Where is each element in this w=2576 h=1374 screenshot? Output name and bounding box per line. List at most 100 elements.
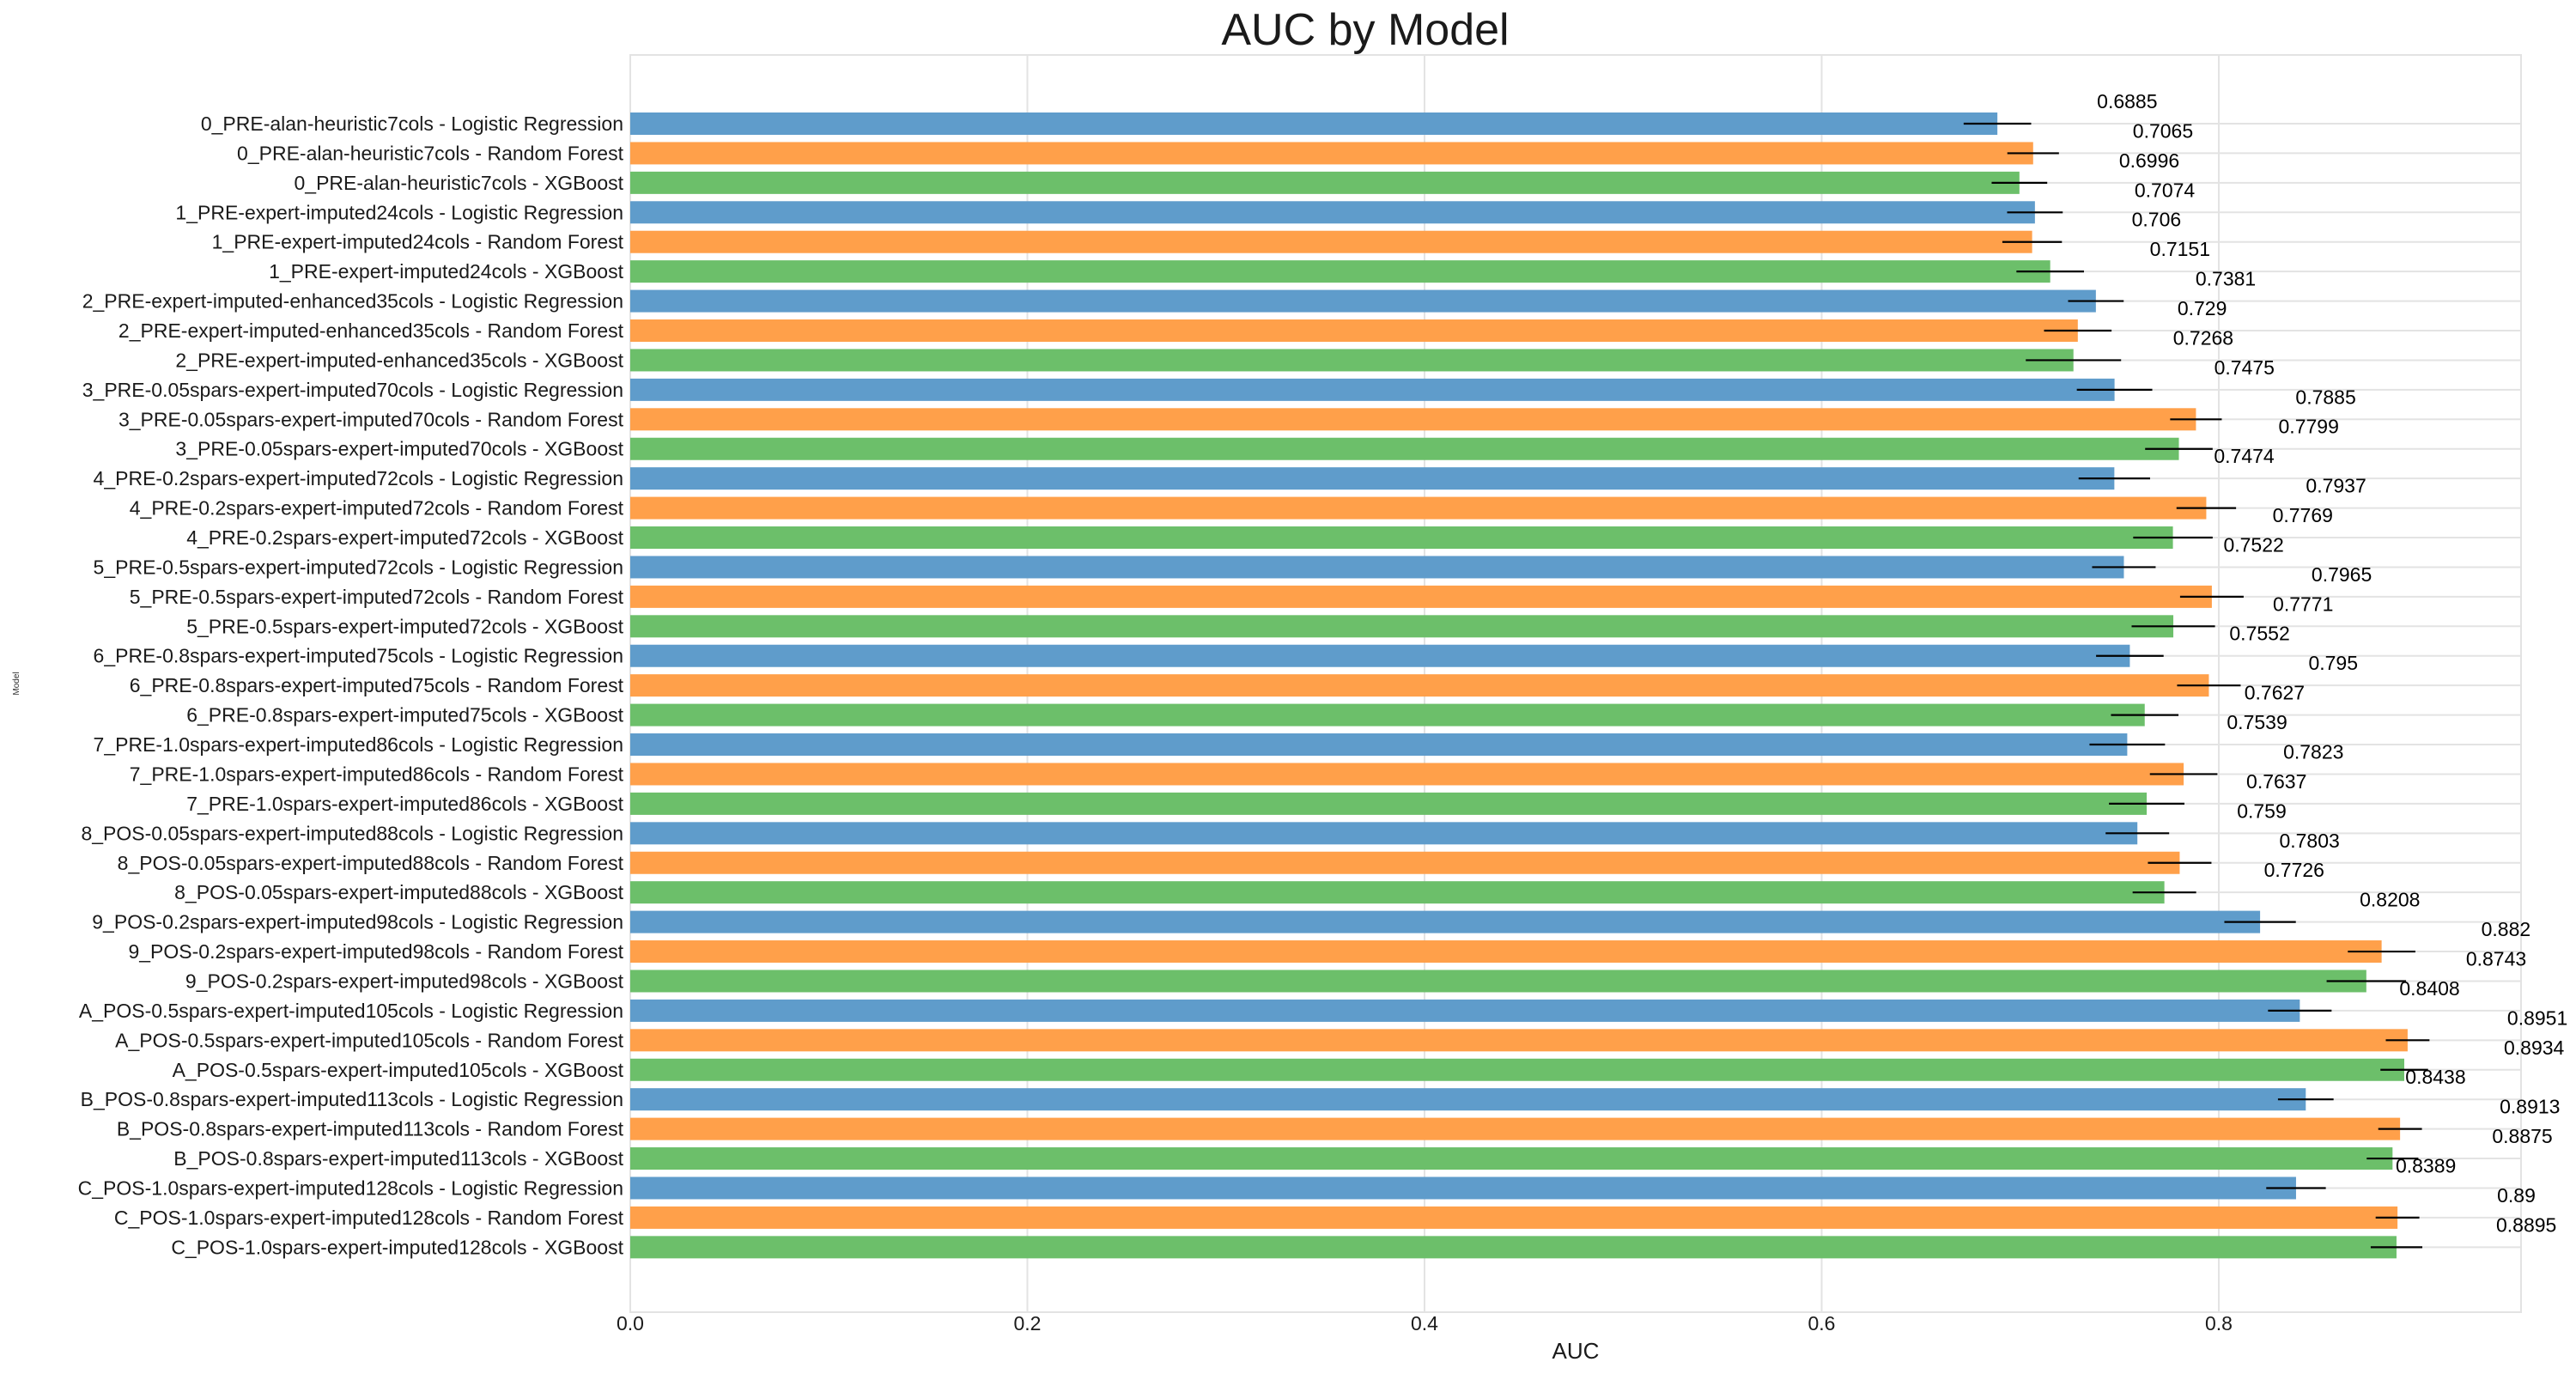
data-label: 0.759 (2237, 799, 2287, 822)
category-label: 8_POS-0.05spars-expert-imputed88cols - L… (81, 822, 623, 844)
data-label: 0.8951 (2507, 1006, 2567, 1029)
data-label: 0.7771 (2273, 593, 2333, 615)
data-label: 0.8913 (2500, 1096, 2560, 1118)
data-label: 0.7803 (2279, 830, 2339, 852)
category-label: 4_PRE-0.2spars-expert-imputed72cols - Ra… (130, 497, 624, 520)
data-label: 0.882 (2482, 918, 2531, 940)
category-label: A_POS-0.5spars-expert-imputed105cols - L… (79, 1000, 623, 1022)
category-label: 5_PRE-0.5spars-expert-imputed72cols - XG… (186, 615, 623, 637)
bar (630, 851, 2180, 874)
category-label: 6_PRE-0.8spars-expert-imputed75cols - XG… (186, 704, 623, 727)
data-label: 0.729 (2178, 297, 2227, 319)
category-label: 5_PRE-0.5spars-expert-imputed72cols - Lo… (94, 556, 623, 578)
category-label: 8_POS-0.05spars-expert-imputed88cols - X… (174, 881, 623, 903)
bar (630, 496, 2207, 520)
bar (630, 230, 2032, 253)
bar (630, 467, 2115, 490)
category-label: 9_POS-0.2spars-expert-imputed98cols - Lo… (92, 911, 623, 933)
category-label: C_POS-1.0spars-expert-imputed128cols - R… (114, 1207, 624, 1229)
data-label: 0.89 (2497, 1184, 2536, 1207)
category-label: 5_PRE-0.5spars-expert-imputed72cols - Ra… (130, 586, 624, 608)
bar (630, 999, 2300, 1022)
category-label: C_POS-1.0spars-expert-imputed128cols - L… (78, 1176, 623, 1199)
bar (630, 526, 2173, 550)
data-label: 0.8208 (2360, 889, 2420, 911)
category-label: 4_PRE-0.2spars-expert-imputed72cols - XG… (186, 526, 623, 549)
data-label: 0.706 (2132, 209, 2182, 231)
data-label: 0.6996 (2119, 149, 2179, 172)
category-label: 3_PRE-0.05spars-expert-imputed70cols - R… (118, 408, 624, 430)
category-label: 3_PRE-0.05spars-expert-imputed70cols - L… (82, 379, 623, 401)
category-label: 0_PRE-alan-heuristic7cols - Random Fores… (237, 142, 624, 164)
data-label: 0.7151 (2150, 238, 2210, 260)
data-label: 0.7552 (2229, 623, 2289, 645)
bar (630, 1147, 2393, 1170)
category-label: 7_PRE-1.0spars-expert-imputed86cols - Ra… (130, 763, 624, 785)
data-label: 0.7937 (2306, 475, 2366, 497)
data-label: 0.8934 (2504, 1037, 2565, 1059)
category-label: 9_POS-0.2spars-expert-imputed98cols - Ra… (128, 940, 623, 963)
data-label: 0.7381 (2196, 268, 2256, 290)
category-label: 2_PRE-expert-imputed-enhanced35cols - XG… (175, 349, 623, 371)
category-label: 7_PRE-1.0spars-expert-imputed86cols - Lo… (94, 733, 623, 756)
bar (630, 408, 2196, 431)
data-label: 0.6885 (2097, 90, 2157, 112)
category-label: 2_PRE-expert-imputed-enhanced35cols - Lo… (82, 290, 623, 313)
data-label: 0.8408 (2399, 977, 2459, 1000)
category-label: 1_PRE-expert-imputed24cols - XGBoost (269, 260, 624, 283)
data-label: 0.7885 (2295, 386, 2355, 408)
data-label: 0.8438 (2405, 1066, 2465, 1088)
error-bars (1963, 122, 2430, 1249)
category-label: 1_PRE-expert-imputed24cols - Random Fore… (212, 231, 624, 253)
data-label: 0.7522 (2223, 533, 2283, 556)
x-tick-label: 0.8 (2205, 1312, 2233, 1334)
x-axis-label: AUC (1552, 1338, 1600, 1364)
x-tick-label: 0.0 (617, 1312, 644, 1334)
bar (630, 763, 2184, 786)
data-label: 0.8875 (2492, 1125, 2552, 1147)
category-labels: 0_PRE-alan-heuristic7cols - Logistic Reg… (78, 112, 624, 1258)
bar (630, 881, 2165, 904)
category-label: 7_PRE-1.0spars-expert-imputed86cols - XG… (186, 793, 623, 815)
category-label: A_POS-0.5spars-expert-imputed105cols - R… (115, 1029, 623, 1051)
bar (630, 910, 2261, 933)
bar (630, 201, 2035, 224)
bar (630, 792, 2148, 815)
category-label: C_POS-1.0spars-expert-imputed128cols - X… (171, 1236, 623, 1258)
category-label: 6_PRE-0.8spars-expert-imputed75cols - Lo… (94, 645, 623, 667)
data-label: 0.7074 (2135, 179, 2196, 201)
bar (630, 556, 2124, 579)
category-label: 2_PRE-expert-imputed-enhanced35cols - Ra… (118, 319, 624, 342)
bar (630, 733, 2128, 757)
bar (630, 349, 2074, 372)
bar (630, 437, 2179, 460)
value-labels: 0.6885 0.7065 0.6996 0.7074 0.706 0.7151 0.738… (2097, 90, 2567, 1236)
data-label: 0.7769 (2273, 504, 2333, 526)
bar (630, 674, 2209, 697)
bar (630, 1058, 2404, 1081)
x-tick-label: 0.4 (1411, 1312, 1438, 1334)
bar (630, 1117, 2401, 1140)
data-label: 0.7065 (2133, 119, 2193, 142)
y-axis-label: Model (12, 672, 21, 695)
data-label: 0.7268 (2173, 326, 2233, 349)
x-tick-labels: 0.0 0.2 0.4 0.6 0.8 (617, 1312, 2233, 1334)
data-label: 0.8895 (2496, 1213, 2556, 1236)
bar (630, 1176, 2296, 1200)
bar (630, 1206, 2398, 1229)
bar (630, 1029, 2408, 1052)
data-label: 0.7539 (2227, 711, 2287, 733)
bar (630, 378, 2115, 401)
x-tick-label: 0.2 (1014, 1312, 1042, 1334)
bar (630, 171, 2020, 194)
bar (630, 260, 2050, 283)
category-label: 6_PRE-0.8spars-expert-imputed75cols - Ra… (130, 674, 624, 696)
data-label: 0.795 (2308, 652, 2358, 674)
x-tick-label: 0.6 (1808, 1312, 1836, 1334)
data-label: 0.7627 (2245, 682, 2305, 704)
category-label: B_POS-0.8spars-expert-imputed113cols - X… (173, 1147, 623, 1170)
bars (630, 112, 2408, 1259)
category-label: 4_PRE-0.2spars-expert-imputed72cols - Lo… (94, 467, 623, 489)
bar (630, 1088, 2306, 1111)
